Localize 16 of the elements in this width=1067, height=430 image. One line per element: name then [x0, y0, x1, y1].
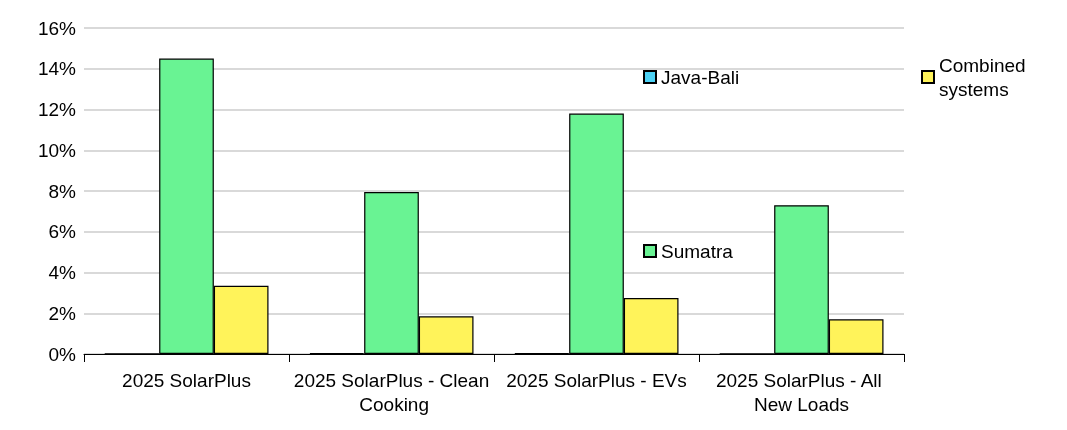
y-tick-label: 6%	[48, 221, 77, 243]
y-tick-label: 14%	[37, 58, 77, 80]
x-tick-label: 2025 SolarPlus - Clean Cooking	[293, 369, 490, 415]
x-tick-label: 2025 SolarPlus - EVs	[506, 369, 687, 391]
y-tick-label: 4%	[48, 262, 77, 283]
x-tick-label: 2025 SolarPlus - All New Loads	[715, 369, 888, 415]
legend-label: Sumatra	[661, 240, 734, 262]
y-tick-label: 0%	[48, 343, 77, 365]
legend-label: Combined systems	[939, 54, 1031, 100]
y-tick-label: 12%	[37, 99, 77, 120]
x-tick-label: 2025 SolarPlus	[122, 369, 251, 391]
y-tick-label: 10%	[37, 139, 77, 161]
y-tick-label: 16%	[37, 17, 77, 39]
legend-label: Java-Bali	[661, 66, 740, 88]
y-tick-label: 8%	[48, 180, 77, 202]
y-tick-label: 2%	[48, 302, 77, 324]
